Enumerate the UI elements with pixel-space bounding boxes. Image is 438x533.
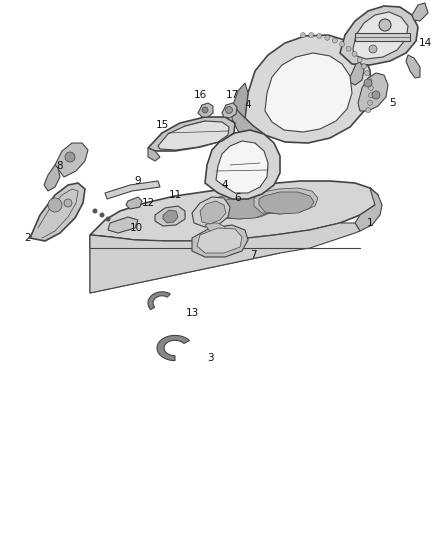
Polygon shape — [254, 188, 318, 214]
Text: 9: 9 — [135, 176, 141, 186]
Polygon shape — [222, 103, 237, 118]
Circle shape — [339, 42, 345, 47]
Polygon shape — [406, 55, 420, 78]
Text: 6: 6 — [235, 193, 241, 203]
Polygon shape — [90, 235, 115, 251]
Polygon shape — [90, 248, 280, 293]
Polygon shape — [265, 53, 352, 132]
Text: 13: 13 — [185, 308, 198, 318]
Circle shape — [317, 34, 322, 38]
Polygon shape — [126, 197, 142, 209]
Circle shape — [64, 199, 72, 207]
Polygon shape — [163, 210, 178, 223]
Text: 11: 11 — [168, 190, 182, 200]
Circle shape — [106, 216, 110, 222]
Circle shape — [367, 78, 372, 83]
Polygon shape — [215, 196, 272, 219]
Circle shape — [92, 208, 98, 214]
Polygon shape — [259, 192, 314, 214]
Text: 1: 1 — [367, 218, 373, 228]
Circle shape — [309, 33, 314, 37]
Text: 16: 16 — [193, 90, 207, 100]
Polygon shape — [158, 121, 229, 150]
Circle shape — [367, 100, 373, 106]
Text: 7: 7 — [250, 250, 256, 260]
Text: 17: 17 — [226, 90, 239, 100]
Circle shape — [379, 19, 391, 31]
Text: 14: 14 — [418, 38, 431, 48]
Polygon shape — [210, 192, 278, 219]
Polygon shape — [205, 130, 280, 199]
Polygon shape — [192, 197, 230, 227]
Circle shape — [202, 107, 208, 113]
Circle shape — [368, 85, 373, 90]
Polygon shape — [105, 181, 160, 199]
Circle shape — [372, 91, 380, 99]
Polygon shape — [108, 217, 138, 233]
Circle shape — [325, 35, 330, 41]
Circle shape — [226, 107, 233, 114]
Polygon shape — [44, 165, 60, 191]
Polygon shape — [340, 6, 418, 65]
Circle shape — [65, 152, 75, 162]
Text: 4: 4 — [245, 100, 251, 110]
Circle shape — [364, 79, 372, 87]
Polygon shape — [355, 33, 410, 41]
Text: 15: 15 — [155, 120, 169, 130]
Circle shape — [332, 38, 337, 43]
Circle shape — [99, 213, 105, 217]
Polygon shape — [358, 73, 388, 111]
Polygon shape — [148, 148, 160, 161]
Circle shape — [357, 57, 362, 62]
Circle shape — [366, 108, 371, 112]
Polygon shape — [355, 188, 382, 231]
Circle shape — [352, 51, 357, 56]
Circle shape — [346, 46, 351, 51]
Polygon shape — [155, 206, 185, 226]
Text: 10: 10 — [130, 223, 142, 233]
Polygon shape — [148, 117, 235, 151]
Text: 2: 2 — [25, 233, 31, 243]
Polygon shape — [90, 223, 360, 293]
Polygon shape — [90, 235, 165, 258]
Circle shape — [369, 45, 377, 53]
Circle shape — [300, 33, 306, 38]
Polygon shape — [148, 292, 170, 310]
Polygon shape — [233, 83, 248, 118]
Polygon shape — [353, 12, 408, 59]
Polygon shape — [30, 183, 85, 241]
Circle shape — [368, 93, 374, 98]
Polygon shape — [232, 105, 265, 141]
Text: 3: 3 — [207, 353, 213, 363]
Polygon shape — [192, 225, 248, 257]
Polygon shape — [200, 201, 226, 224]
Polygon shape — [157, 335, 190, 361]
Polygon shape — [348, 62, 364, 85]
Circle shape — [361, 64, 366, 69]
Polygon shape — [55, 143, 88, 177]
Polygon shape — [205, 223, 228, 238]
Polygon shape — [216, 141, 268, 193]
Polygon shape — [245, 35, 371, 143]
Polygon shape — [197, 228, 242, 253]
Polygon shape — [412, 3, 428, 21]
Circle shape — [365, 70, 370, 76]
Circle shape — [48, 198, 62, 212]
Polygon shape — [198, 103, 213, 117]
Text: 8: 8 — [57, 161, 64, 171]
Text: 12: 12 — [141, 198, 155, 208]
Polygon shape — [90, 181, 378, 241]
Text: 4: 4 — [222, 180, 228, 190]
Text: 5: 5 — [389, 98, 396, 108]
